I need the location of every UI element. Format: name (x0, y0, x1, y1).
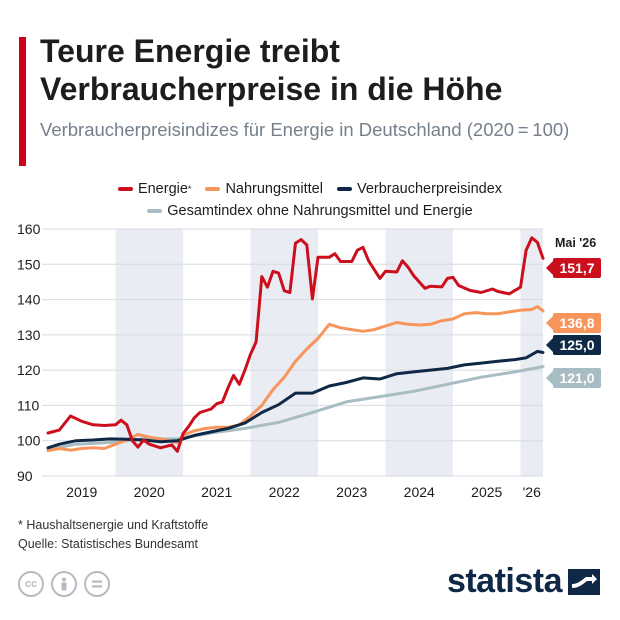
value-badge-pointer (546, 371, 553, 385)
legend-item-verbraucherpreisindex: Verbraucherpreisindex (336, 181, 503, 197)
footnote-block: * Haushaltsenergie und Kraftstoffe Quell… (18, 516, 208, 554)
accent-bar (19, 37, 26, 166)
value-badge-label: 151,7 (559, 260, 594, 276)
legend-item-gesamtindex: Gesamtindex ohne Nahrungsmittel und Ener… (147, 203, 473, 219)
y-tick-label: 150 (17, 256, 41, 272)
x-tick-label: 2021 (201, 484, 232, 500)
legend-label-gesamtindex: Gesamtindex ohne Nahrungsmittel und Ener… (167, 203, 473, 219)
series-line (46, 349, 545, 450)
y-tick-label: 160 (17, 221, 41, 237)
cc-icon[interactable]: cc (18, 571, 44, 597)
legend: Energie * Nahrungsmittel Verbraucherpreis… (0, 178, 620, 222)
chart-subtitle: Verbraucherpreisindizes für Energie in D… (40, 119, 570, 140)
year-band (250, 229, 318, 476)
legend-label-energie: Energie (137, 181, 188, 197)
year-band (520, 229, 543, 476)
chart-title: Teure Energie treibt Verbraucherpreise i… (40, 33, 503, 107)
source: Quelle: Statistisches Bundesamt (18, 537, 198, 551)
x-tick-label: 2019 (66, 484, 97, 500)
y-tick-label: 130 (17, 327, 41, 343)
end-period-label: Mai '26 (555, 236, 596, 250)
legend-item-nahrungsmittel: Nahrungsmittel (205, 181, 323, 197)
statista-brand[interactable]: statista (447, 562, 600, 601)
value-badge (553, 313, 601, 333)
y-tick-label: 90 (17, 468, 33, 484)
legend-item-energie: Energie * (117, 181, 192, 197)
legend-swatch-verbraucherpreisindex (336, 187, 352, 191)
year-band (385, 229, 453, 476)
x-tick-label: 2024 (404, 484, 435, 500)
y-tick-label: 120 (17, 362, 41, 378)
x-tick-label: 2020 (134, 484, 165, 500)
legend-label-nahrungsmittel: Nahrungsmittel (225, 181, 323, 197)
license-icons: cc (18, 571, 117, 597)
legend-label-verbraucherpreisindex: Verbraucherpreisindex (356, 181, 503, 197)
legend-swatch-energie (117, 187, 133, 191)
series-line (46, 236, 545, 453)
statista-logo-icon (568, 568, 600, 595)
value-badge-pointer (546, 261, 553, 275)
statista-wordmark: statista (446, 562, 563, 600)
value-badge-label: 121,0 (559, 370, 594, 386)
x-tick-label: 2022 (269, 484, 300, 500)
legend-swatch-nahrungsmittel (205, 187, 221, 191)
value-badge-label: 125,0 (559, 337, 594, 353)
y-tick-label: 110 (17, 397, 40, 413)
value-badge-label: 136,8 (559, 315, 594, 331)
year-band (115, 229, 183, 476)
equals-icon[interactable] (84, 571, 110, 597)
x-tick-label: 2025 (471, 484, 502, 500)
y-tick-label: 140 (17, 292, 41, 308)
value-badge (553, 258, 601, 278)
value-badge (553, 368, 601, 388)
x-tick-label: 2023 (336, 484, 367, 500)
value-badge-pointer (546, 338, 553, 352)
series-line (46, 305, 545, 453)
y-tick-label: 100 (17, 433, 41, 449)
value-badge (553, 335, 601, 355)
x-tick-label: '26 (523, 484, 541, 500)
legend-marker-energie: * (187, 184, 192, 194)
person-icon[interactable] (51, 571, 77, 597)
footnote: * Haushaltsenergie und Kraftstoffe (18, 518, 209, 532)
legend-swatch-gesamtindex (147, 209, 163, 213)
value-badge-pointer (546, 316, 553, 330)
